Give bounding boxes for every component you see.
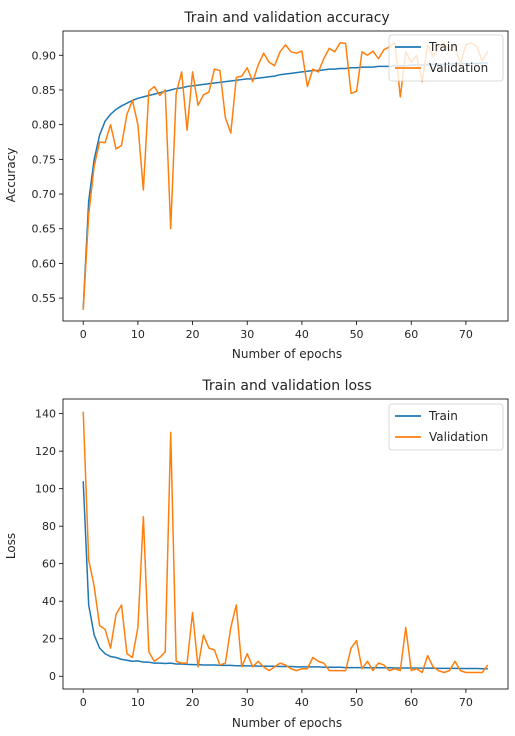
accuracy-legend-train-label: Train — [428, 40, 458, 54]
accuracy-axes-frame — [62, 30, 509, 322]
loss-xtick-label: 20 — [186, 696, 200, 709]
loss-series-train-line — [82, 481, 488, 670]
loss-ytick-label: 80 — [42, 520, 56, 533]
loss-ytick-label: 60 — [42, 558, 56, 571]
accuracy-ytick-label: 0.65 — [32, 223, 57, 236]
loss-xtick-label: 10 — [131, 696, 145, 709]
loss-plot-area: 0 10 20 30 40 50 60 70 0 20 40 60 80 100 120 140 Train Va… — [35, 398, 509, 709]
accuracy-legend-validation-label: Validation — [429, 61, 488, 75]
loss-ytick-label: 40 — [42, 595, 56, 608]
loss-axes-frame — [62, 398, 509, 690]
loss-ytick-label: 0 — [49, 670, 56, 683]
loss-legend: Train Validation — [388, 403, 504, 451]
accuracy-xtick-label: 0 — [80, 328, 87, 341]
accuracy-ytick-label: 0.90 — [32, 49, 57, 62]
accuracy-legend: Train Validation — [388, 34, 504, 82]
accuracy-xtick-label: 40 — [295, 328, 309, 341]
loss-ytick-label: 100 — [35, 483, 56, 496]
accuracy-ytick-label: 0.70 — [32, 188, 57, 201]
loss-legend-train-label: Train — [428, 409, 458, 423]
loss-chart: Train and validation loss Number of epoc… — [4, 378, 509, 730]
accuracy-xtick-label: 20 — [186, 328, 200, 341]
loss-series-validation-line — [82, 411, 489, 674]
accuracy-xtick-label: 10 — [131, 328, 145, 341]
accuracy-xtick-label: 60 — [404, 328, 418, 341]
accuracy-xtick-label: 30 — [240, 328, 254, 341]
accuracy-ytick-label: 0.80 — [32, 119, 57, 132]
loss-xtick-label: 40 — [295, 696, 309, 709]
accuracy-ytick-label: 0.55 — [32, 292, 57, 305]
accuracy-series-validation-line — [82, 42, 489, 310]
loss-xtick-label: 70 — [459, 696, 473, 709]
accuracy-chart-ylabel: Accuracy — [4, 148, 18, 203]
loss-legend-validation-label: Validation — [429, 430, 488, 444]
loss-xtick-label: 0 — [80, 696, 87, 709]
accuracy-ytick-label: 0.75 — [32, 153, 57, 166]
accuracy-xtick-label: 70 — [459, 328, 473, 341]
accuracy-chart-title: Train and validation accuracy — [183, 10, 389, 26]
loss-chart-ylabel: Loss — [4, 533, 18, 559]
accuracy-chart: Train and validation accuracy Number of … — [4, 10, 509, 361]
loss-xtick-label: 60 — [404, 696, 418, 709]
loss-chart-xlabel: Number of epochs — [232, 716, 342, 730]
accuracy-ytick-label: 0.60 — [32, 257, 57, 270]
accuracy-chart-xlabel: Number of epochs — [232, 347, 342, 361]
accuracy-plot-area: 0 10 20 30 40 50 60 70 0.55 0.60 0.65 0.70 0.75 0.80 0… — [32, 30, 509, 341]
loss-chart-title: Train and validation loss — [201, 378, 371, 394]
loss-ytick-label: 20 — [42, 633, 56, 646]
loss-ytick-label: 120 — [35, 445, 56, 458]
accuracy-ytick-label: 0.85 — [32, 84, 57, 97]
accuracy-xtick-label: 50 — [350, 328, 364, 341]
loss-ytick-label: 140 — [35, 408, 56, 421]
loss-xtick-label: 50 — [350, 696, 364, 709]
loss-xtick-label: 30 — [240, 696, 254, 709]
